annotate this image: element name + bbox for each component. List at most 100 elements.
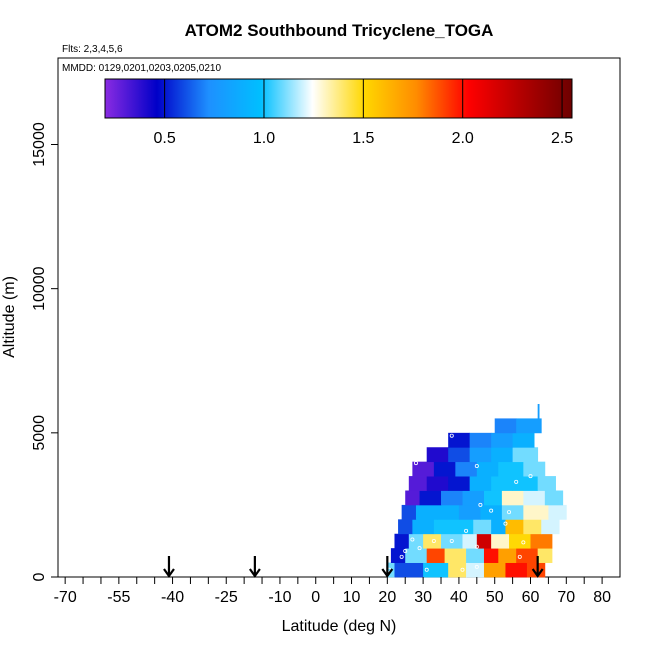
- heatmap-cell: [462, 490, 485, 506]
- heatmap-cell: [512, 476, 539, 491]
- heatmap-cell: [448, 476, 471, 491]
- heatmap-cell: [398, 519, 413, 535]
- heatmap-cell: [483, 548, 499, 563]
- heatmap-cell: [455, 461, 478, 477]
- heatmap-cell: [448, 447, 471, 463]
- sample-point: [449, 538, 454, 543]
- sample-point: [503, 521, 508, 526]
- heatmap-cell: [423, 562, 449, 578]
- x-axis: -70 -55 -40 -25 -10 0 10 20 30 40 50 60 70 80: [54, 577, 611, 606]
- x-tick-label: 10: [343, 589, 361, 606]
- heatmap-cell: [441, 533, 463, 549]
- heatmap-cell: [501, 504, 524, 520]
- heatmap-cell: [494, 418, 517, 434]
- heatmap-cell: [426, 447, 449, 463]
- heatmap-cell: [419, 490, 442, 506]
- heatmap-cell: [405, 490, 420, 506]
- heatmap-cell: [433, 519, 453, 535]
- heatmap-cell: [476, 461, 499, 477]
- leg-arrow: [248, 556, 261, 578]
- sample-point: [410, 537, 415, 542]
- x-tick-label: 40: [450, 589, 468, 606]
- sample-point: [464, 528, 469, 533]
- heatmap-cell: [491, 519, 506, 535]
- colorbar-tick-label: 1.0: [253, 130, 275, 147]
- heatmap-cell: [523, 461, 546, 477]
- x-tick-label: -55: [107, 589, 130, 606]
- colorbar-ticks: 0.5 1.0 1.5 2.0 2.5: [153, 79, 573, 147]
- y-tick-label: 10000: [31, 266, 48, 311]
- heatmap-cell: [537, 548, 553, 563]
- heatmap-cell: [394, 562, 424, 578]
- heatmap-cell: [433, 461, 456, 477]
- heatmap-cell: [405, 548, 428, 563]
- heatmap-cell: [426, 548, 445, 563]
- heatmap-cell: [466, 562, 485, 578]
- x-tick-label: 70: [557, 589, 575, 606]
- heatmap-cells: [387, 404, 567, 578]
- heatmap-cell: [548, 504, 567, 520]
- heatmap-cell: [483, 490, 503, 506]
- x-axis-title: Latitude (deg N): [282, 618, 397, 635]
- colorbar-tick-label: 1.5: [352, 130, 374, 147]
- heatmap-cell: [469, 432, 492, 448]
- heatmap-cell: [401, 504, 417, 520]
- sample-point: [449, 433, 454, 438]
- heatmap-cell: [466, 548, 485, 563]
- sample-points: [387, 433, 533, 572]
- heatmap-cell: [451, 519, 474, 535]
- x-tick-label: 50: [486, 589, 504, 606]
- x-tick-label: 30: [414, 589, 432, 606]
- x-tick-label: -70: [54, 589, 77, 606]
- sample-point: [507, 510, 512, 515]
- leg-arrow: [163, 556, 175, 578]
- heatmap-cell: [512, 432, 535, 448]
- sample-point: [413, 461, 418, 466]
- y-tick-label: 15000: [31, 122, 48, 167]
- heatmap-cell: [426, 476, 449, 491]
- heatmap-cell: [458, 504, 481, 520]
- heatmap-cell: [462, 533, 478, 549]
- leg-arrow: [531, 556, 544, 578]
- heatmap-cell: [473, 519, 492, 535]
- heatmap-cell: [523, 519, 542, 535]
- sample-point: [514, 479, 519, 484]
- heatmap-cell: [390, 548, 406, 563]
- heatmap-cell: [501, 490, 524, 506]
- heatmap-cell: [498, 461, 524, 477]
- heatmap-cell: [505, 562, 528, 578]
- heatmap-cell: [516, 548, 539, 563]
- heatmap-cell: [476, 533, 492, 549]
- heatmap-cell: [491, 533, 510, 549]
- y-tick-label: 0: [31, 572, 48, 581]
- sample-point: [474, 544, 479, 549]
- heatmap-cell: [537, 404, 540, 419]
- sample-point: [474, 564, 479, 569]
- sample-point: [528, 474, 533, 479]
- heatmap-cell: [498, 548, 517, 563]
- sample-point: [474, 463, 479, 468]
- sample-point: [403, 549, 408, 554]
- heatmap-cell: [412, 519, 435, 535]
- x-tick-label: 80: [593, 589, 611, 606]
- heatmap-cell: [444, 548, 467, 563]
- heatmap-cell: [505, 519, 524, 535]
- heatmap-cell: [541, 519, 560, 535]
- heatmap-cell: [523, 504, 549, 520]
- heatmap-cell: [448, 432, 471, 448]
- x-tick-label: -40: [161, 589, 184, 606]
- heatmap-cell: [441, 490, 463, 506]
- colorbar-gradient: [104, 78, 573, 119]
- y-tick-label: 5000: [31, 415, 48, 451]
- heatmap-cell: [537, 476, 556, 491]
- heatmap-cell: [516, 418, 542, 434]
- sample-point: [431, 538, 436, 543]
- heatmap-cell: [512, 447, 539, 463]
- heatmap-cell: [408, 476, 428, 491]
- x-tick-label: 60: [522, 589, 540, 606]
- heatmap-cell: [491, 447, 514, 463]
- colorbar: 0.5 1.0 1.5 2.0 2.5: [104, 78, 573, 147]
- heatmap-cell: [491, 476, 514, 491]
- chart-title: ATOM2 Southbound Tricyclene_TOGA: [185, 21, 494, 40]
